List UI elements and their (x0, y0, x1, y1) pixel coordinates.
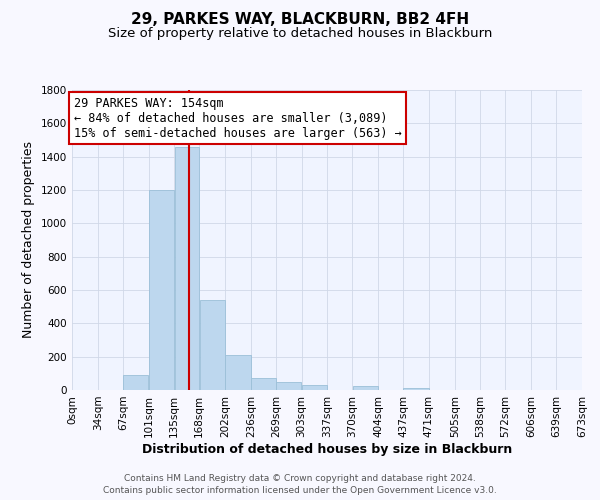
Text: Contains HM Land Registry data © Crown copyright and database right 2024.
Contai: Contains HM Land Registry data © Crown c… (103, 474, 497, 495)
Bar (123, 375, 148, 390)
Text: Distribution of detached houses by size in Blackburn: Distribution of detached houses by size … (142, 442, 512, 456)
Bar (251, 378, 275, 390)
Bar (302, 385, 327, 390)
Y-axis label: Number of detached properties: Number of detached properties (22, 142, 35, 338)
Bar (276, 382, 301, 390)
Bar (226, 355, 251, 390)
Text: 29, PARKES WAY, BLACKBURN, BB2 4FH: 29, PARKES WAY, BLACKBURN, BB2 4FH (131, 12, 469, 28)
Text: 29 PARKES WAY: 154sqm
← 84% of detached houses are smaller (3,089)
15% of semi-d: 29 PARKES WAY: 154sqm ← 84% of detached … (74, 96, 401, 140)
Bar (175, 146, 199, 390)
Bar (149, 190, 174, 390)
Text: Size of property relative to detached houses in Blackburn: Size of property relative to detached ho… (108, 28, 492, 40)
Bar (200, 300, 225, 390)
Bar (403, 388, 428, 390)
Bar (353, 386, 378, 390)
